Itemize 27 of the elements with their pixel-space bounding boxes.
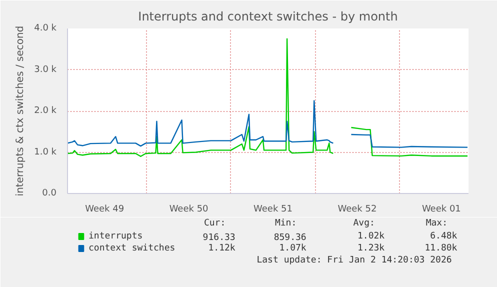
x-tick-label: Week 01 xyxy=(422,204,461,214)
text: Min: xyxy=(274,218,297,228)
text: 1.12k xyxy=(208,244,236,254)
y-tick-label: 0.0 xyxy=(42,188,57,198)
text: 1.07k xyxy=(279,244,307,254)
text: Last update: Fri Jan 2 14:20:03 2026 xyxy=(256,256,452,266)
legend-label: context switches xyxy=(88,244,176,254)
text: 1.23k xyxy=(357,244,386,254)
legend-label: interrupts xyxy=(88,232,143,242)
text: 1.02k xyxy=(357,232,386,242)
y-tick-label: 3.0 k xyxy=(34,64,58,75)
text: Cur: xyxy=(204,218,226,228)
x-tick-label: Week 50 xyxy=(169,204,209,214)
x-tick-label: Week 49 xyxy=(85,204,124,214)
y-tick-label: 1.0 k xyxy=(34,147,58,158)
text: 6.48k xyxy=(430,232,458,242)
text: 859.36 xyxy=(274,233,306,243)
y-tick-label: 2.0 k xyxy=(34,106,58,116)
text: Avg: xyxy=(353,218,375,228)
y-tick-label: 4.0 k xyxy=(34,24,58,34)
chart-title: Interrupts and context switches - by month xyxy=(138,10,398,24)
y-axis-title: interrupts & ctx switches / second xyxy=(15,26,26,196)
text: 11.80k xyxy=(424,244,458,254)
text: 916.33 xyxy=(202,233,236,243)
text: Max: xyxy=(426,218,448,228)
x-tick-label: Week 52 xyxy=(338,204,377,214)
x-tick-label: Week 51 xyxy=(254,204,293,214)
